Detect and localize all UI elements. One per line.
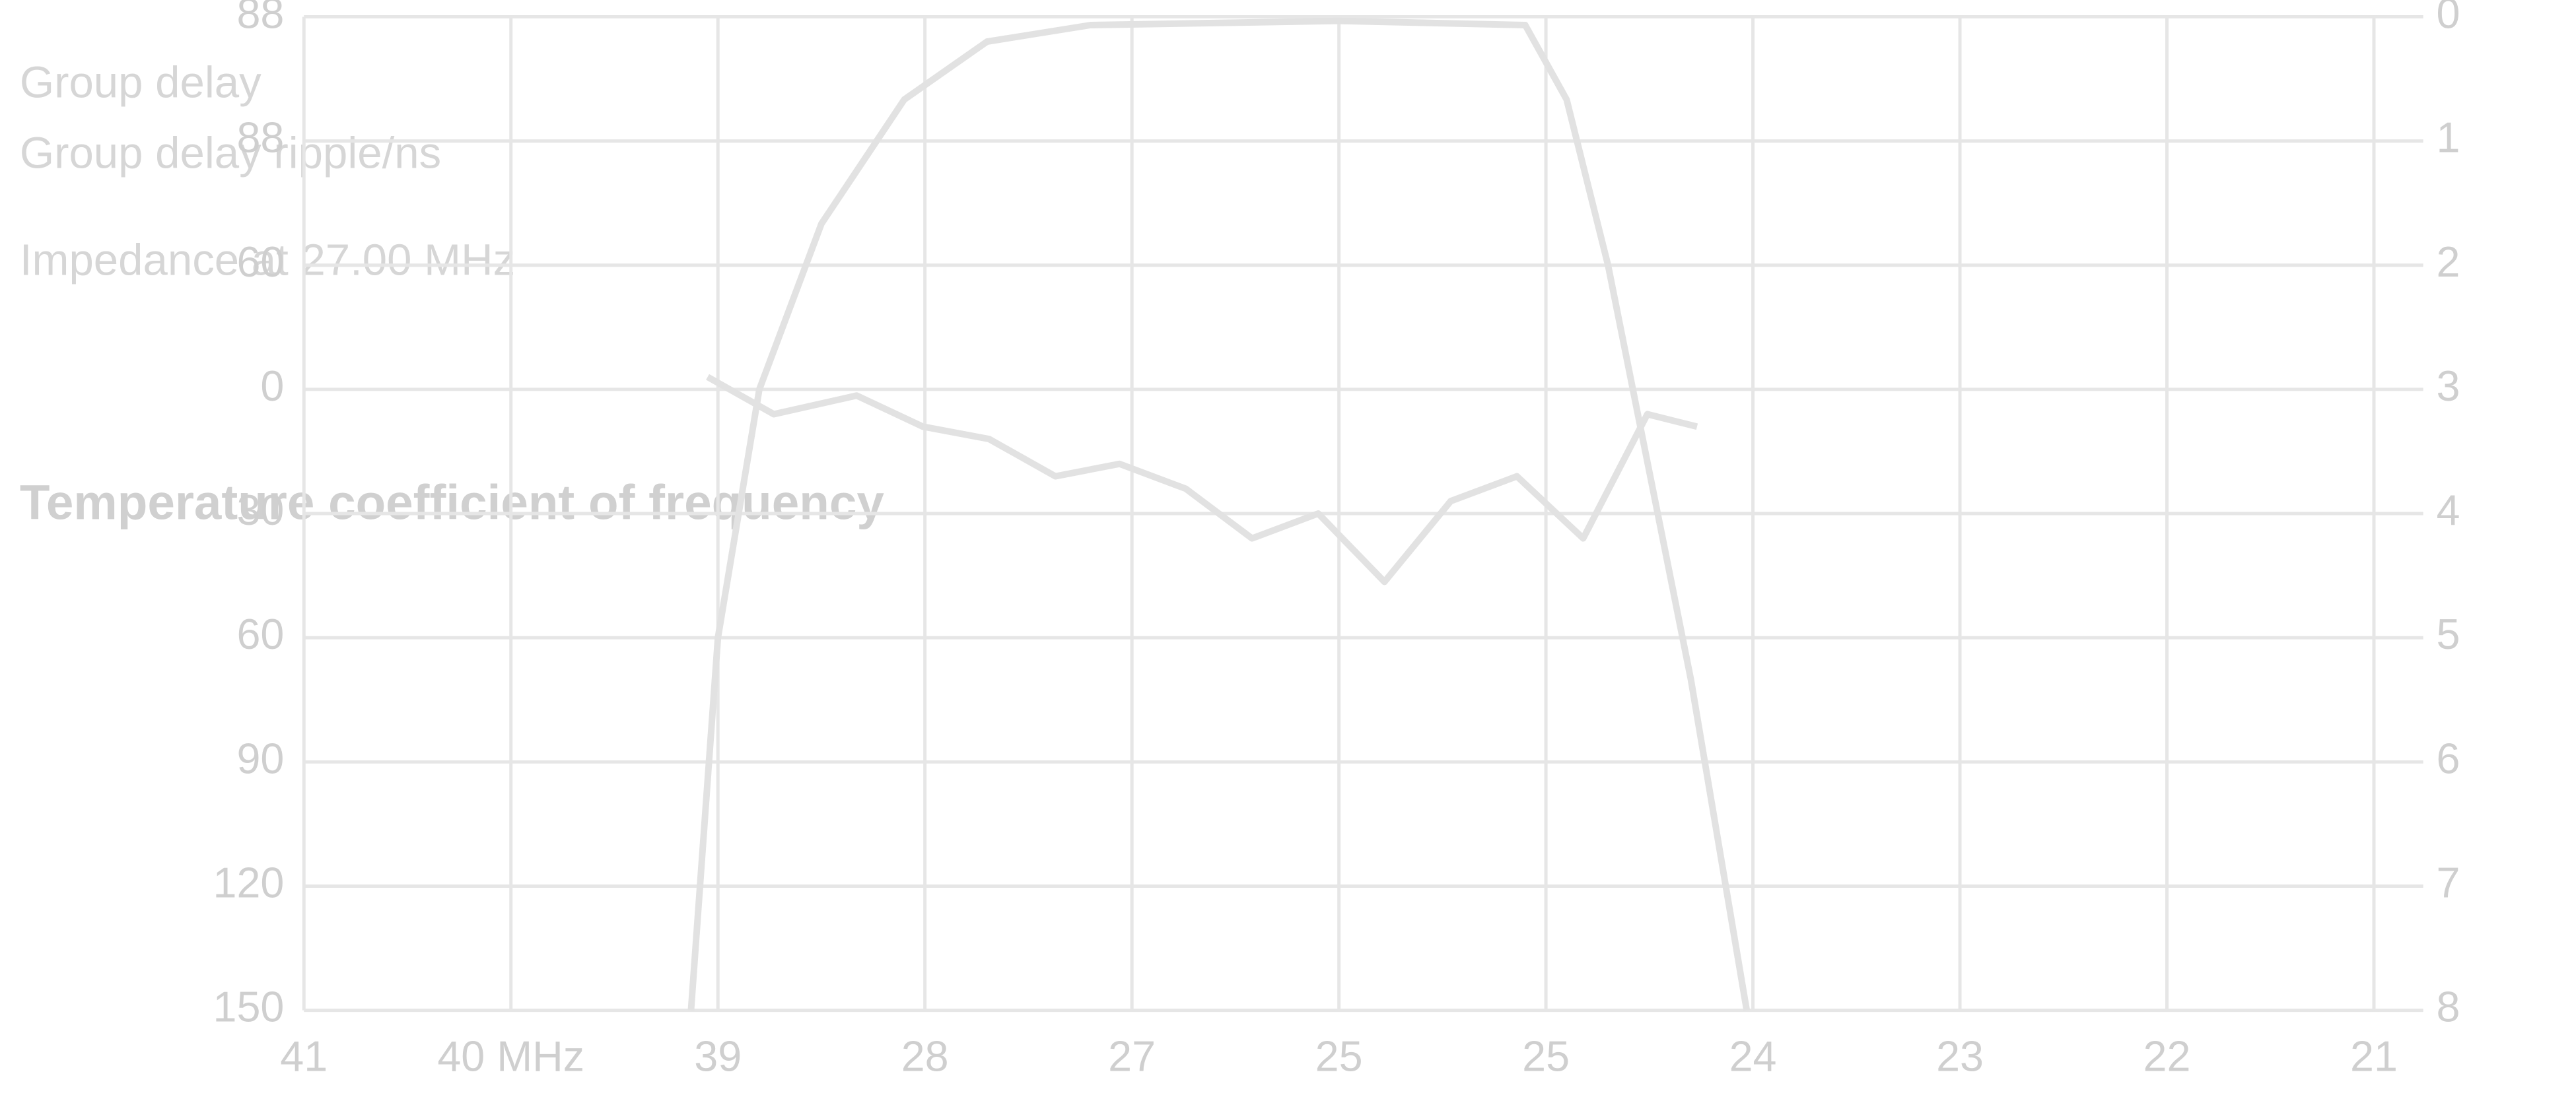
y-tick-label: 88 bbox=[236, 114, 284, 162]
y2-tick-label: 5 bbox=[2437, 610, 2460, 658]
y2-tick-label: 8 bbox=[2437, 983, 2460, 1031]
x-tick-label: 25 bbox=[1522, 1032, 1570, 1080]
annotation: Impedance at 27.00 MHz bbox=[20, 235, 515, 284]
x-tick-label: 41 bbox=[280, 1032, 328, 1080]
x-tick-label: 22 bbox=[2143, 1032, 2191, 1080]
y2-tick-label: 0 bbox=[2437, 0, 2460, 38]
x-tick-label: 27 bbox=[1108, 1032, 1156, 1080]
y-tick-label: 60 bbox=[236, 238, 284, 286]
chart-title: Group delay bbox=[20, 58, 261, 108]
series-line bbox=[706, 374, 1698, 585]
y-tick-label: 30 bbox=[236, 486, 284, 534]
x-tick-label: 21 bbox=[2350, 1032, 2398, 1080]
y2-tick-label: 2 bbox=[2437, 238, 2460, 286]
y2-tick-label: 1 bbox=[2437, 114, 2460, 162]
annotation: Temperature coefficient of frequency bbox=[20, 475, 884, 530]
chart-subtitle: Group delay ripple/ns bbox=[20, 129, 441, 178]
x-tick-label: 40 MHz bbox=[437, 1032, 584, 1080]
y-tick-label: 150 bbox=[213, 983, 284, 1031]
y2-tick-label: 7 bbox=[2437, 859, 2460, 907]
y2-tick-label: 6 bbox=[2437, 734, 2460, 782]
x-tick-label: 39 bbox=[694, 1032, 742, 1080]
y-tick-label: 120 bbox=[213, 859, 284, 907]
y-tick-label: 88 bbox=[236, 0, 284, 38]
y2-tick-label: 4 bbox=[2437, 486, 2460, 534]
y-tick-label: 60 bbox=[236, 610, 284, 658]
x-tick-label: 25 bbox=[1315, 1032, 1363, 1080]
x-tick-label: 28 bbox=[901, 1032, 949, 1080]
x-tick-label: 23 bbox=[1936, 1032, 1984, 1080]
series-line bbox=[687, 17, 1751, 1011]
y-tick-label: 0 bbox=[260, 362, 284, 410]
y-tick-label: 90 bbox=[236, 734, 284, 782]
x-tick-label: 24 bbox=[1729, 1032, 1777, 1080]
y2-tick-label: 3 bbox=[2437, 362, 2460, 410]
